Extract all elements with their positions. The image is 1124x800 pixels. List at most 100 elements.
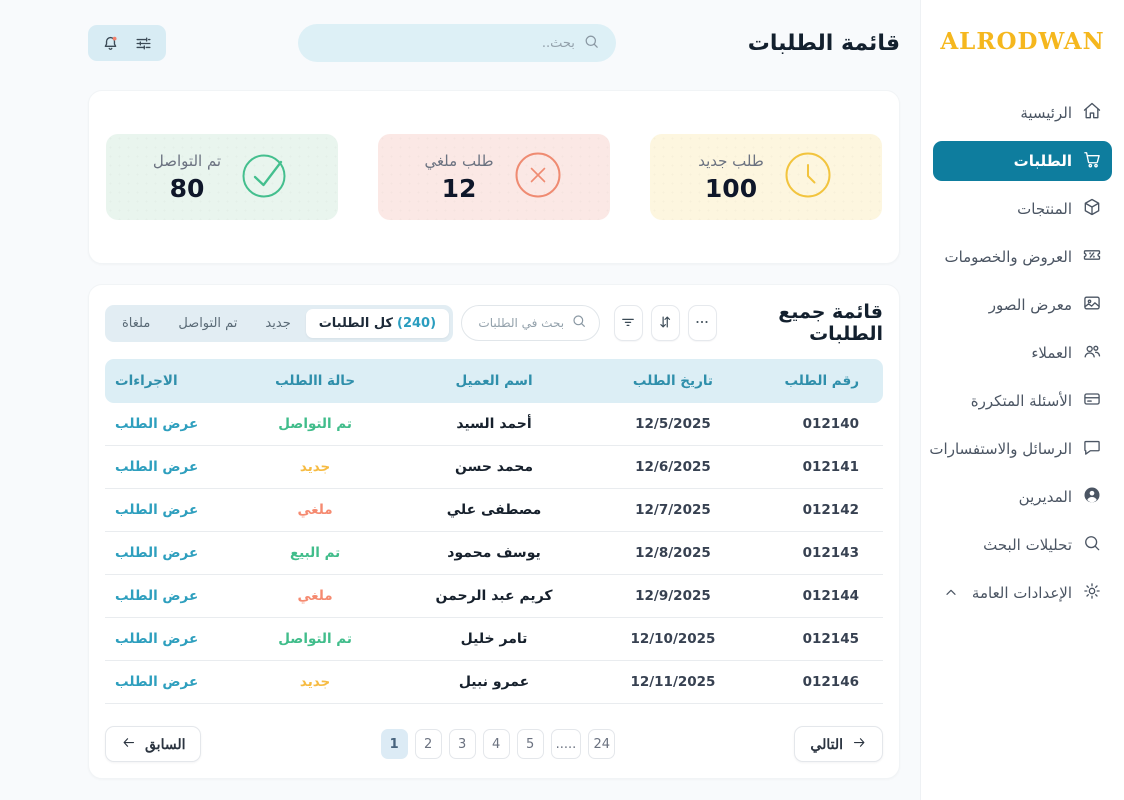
tab-new[interactable]: جديد: [252, 309, 303, 338]
order-no: 012144: [802, 588, 859, 604]
view-order-link[interactable]: عرض الطلب: [115, 631, 199, 647]
cart-icon: [1082, 149, 1102, 173]
tab-count: (240): [396, 315, 437, 331]
page-number[interactable]: 24: [588, 729, 616, 759]
prev-label: السابق: [145, 735, 186, 752]
view-order-link[interactable]: عرض الطلب: [115, 588, 199, 604]
home-icon: [1082, 101, 1102, 125]
sidebar-item-label: الإعدادات العامة: [971, 584, 1072, 602]
tab-cancelled[interactable]: ملغاة: [109, 309, 163, 338]
page-number[interactable]: 2: [414, 729, 442, 759]
sort-button[interactable]: [650, 305, 680, 341]
table-search-input[interactable]: [474, 316, 565, 330]
search-icon: [583, 33, 600, 54]
page-ellipsis[interactable]: .....: [550, 729, 582, 759]
customer-name: تامر خليل: [460, 631, 528, 647]
sidebar-item-orders[interactable]: الطلبات: [933, 141, 1112, 181]
order-date: 12/7/2025: [635, 502, 711, 518]
tab-label: ملغاة: [122, 315, 151, 331]
package-icon: [1082, 197, 1102, 221]
view-order-link[interactable]: عرض الطلب: [115, 502, 199, 518]
stat-text: طلب ملغي 12: [424, 152, 493, 203]
tab-contacted[interactable]: تم التواصل: [165, 309, 250, 338]
table-search: [461, 305, 601, 341]
status-badge: تم البيع: [289, 545, 341, 561]
sidebar-item-messages[interactable]: الرسائل والاستفسارات: [929, 429, 1112, 469]
sidebar-item-label: الأسئلة المتكررة: [970, 392, 1072, 410]
page-number[interactable]: 1: [380, 729, 408, 759]
status-badge: تم التواصل: [278, 416, 352, 432]
next-label: التالي: [810, 735, 843, 752]
status-badge: ملغي: [297, 588, 333, 604]
sliders-icon[interactable]: [134, 34, 153, 53]
next-page-button[interactable]: التالي: [794, 726, 883, 762]
col-date: تاريخ الطلب: [632, 373, 713, 389]
view-order-link[interactable]: عرض الطلب: [115, 674, 199, 690]
global-search-input[interactable]: [313, 35, 575, 51]
table-row: 012143 12/8/2025 يوسف محمود تم البيع عرض…: [105, 532, 883, 575]
global-search: [297, 24, 616, 62]
col-actions: الاجراءات: [115, 373, 178, 389]
x-circle-icon: [512, 149, 564, 205]
sidebar-item-home[interactable]: الرئيسية: [933, 93, 1112, 133]
order-no: 012141: [802, 459, 859, 475]
faq-card-icon: [1082, 389, 1102, 413]
page-number[interactable]: 3: [448, 729, 476, 759]
page-numbers: 1 2 3 4 5 ..... 24: [380, 729, 616, 759]
stat-contacted-orders: تم التواصل 80: [106, 134, 338, 220]
table-header-row: رقم الطلب تاريخ الطلب اسم العميل حالة اا…: [105, 359, 883, 403]
sidebar-item-settings[interactable]: الإعدادات العامة: [933, 573, 1112, 613]
sidebar-item-search-analytics[interactable]: تحليلات البحث: [933, 525, 1112, 565]
topbar: قائمة الطلبات: [88, 24, 900, 62]
customer-name: أحمد السيد: [456, 416, 532, 432]
gallery-icon: [1082, 293, 1102, 317]
view-order-link[interactable]: عرض الطلب: [115, 416, 199, 432]
bell-icon[interactable]: [101, 34, 120, 53]
gear-icon: [1082, 581, 1102, 605]
table-row: 012144 12/9/2025 كريم عبد الرحمن ملغي عر…: [105, 575, 883, 618]
view-order-link[interactable]: عرض الطلب: [115, 545, 199, 561]
tab-label: جديد: [265, 315, 291, 331]
customer-name: مصطفى علي: [446, 502, 542, 518]
order-date: 12/10/2025: [630, 631, 716, 647]
order-no: 012145: [802, 631, 859, 647]
more-options-button[interactable]: [687, 305, 717, 341]
page-number[interactable]: 4: [482, 729, 510, 759]
orders-title: قائمة جميع الطلبات: [778, 301, 883, 345]
customer-name: عمرو نبيل: [458, 674, 530, 690]
view-order-link[interactable]: عرض الطلب: [115, 459, 199, 475]
sidebar-item-label: الرسائل والاستفسارات: [929, 440, 1072, 458]
order-date: 12/9/2025: [635, 588, 711, 604]
tab-label: تم التواصل: [178, 315, 238, 331]
order-date: 12/8/2025: [635, 545, 711, 561]
search-icon: [571, 313, 587, 333]
stat-value: 100: [704, 173, 758, 203]
sidebar-item-faq[interactable]: الأسئلة المتكررة: [933, 381, 1112, 421]
sidebar-item-label: معرض الصور: [988, 296, 1072, 314]
status-badge: تم التواصل: [278, 631, 352, 647]
order-no: 012146: [802, 674, 859, 690]
sidebar-item-label: الرئيسية: [1020, 104, 1072, 122]
clock-icon: [782, 149, 834, 205]
table-row: 012146 12/11/2025 عمرو نبيل جديد عرض الط…: [105, 661, 883, 704]
table-row: 012140 12/5/2025 أحمد السيد تم التواصل ع…: [105, 403, 883, 446]
col-status: حالة االطلب: [275, 373, 356, 389]
stats-card: طلب جديد 100 طلب ملغي 12 تم التواصل 80: [88, 90, 900, 264]
sidebar-item-products[interactable]: المنتجات: [933, 189, 1112, 229]
sidebar-item-admins[interactable]: المديرين: [933, 477, 1112, 517]
col-order-no: رقم الطلب: [784, 373, 859, 389]
stat-new-orders: طلب جديد 100: [650, 134, 882, 220]
sidebar-item-gallery[interactable]: معرض الصور: [933, 285, 1112, 325]
sidebar-item-offers[interactable]: العروض والخصومات: [933, 237, 1112, 277]
orders-table: رقم الطلب تاريخ الطلب اسم العميل حالة اا…: [105, 359, 883, 704]
tab-all-orders[interactable]: (240) كل الطلبات: [305, 308, 450, 338]
stat-label: طلب ملغي: [424, 151, 494, 170]
sidebar-item-customers[interactable]: العملاء: [933, 333, 1112, 373]
sidebar-item-label: الطلبات: [1013, 152, 1072, 170]
page-number[interactable]: 5: [516, 729, 544, 759]
filter-button[interactable]: [614, 305, 643, 341]
prev-page-button[interactable]: السابق: [105, 726, 202, 762]
customer-name: محمد حسن: [455, 459, 534, 475]
stat-cancelled-orders: طلب ملغي 12: [378, 134, 610, 220]
